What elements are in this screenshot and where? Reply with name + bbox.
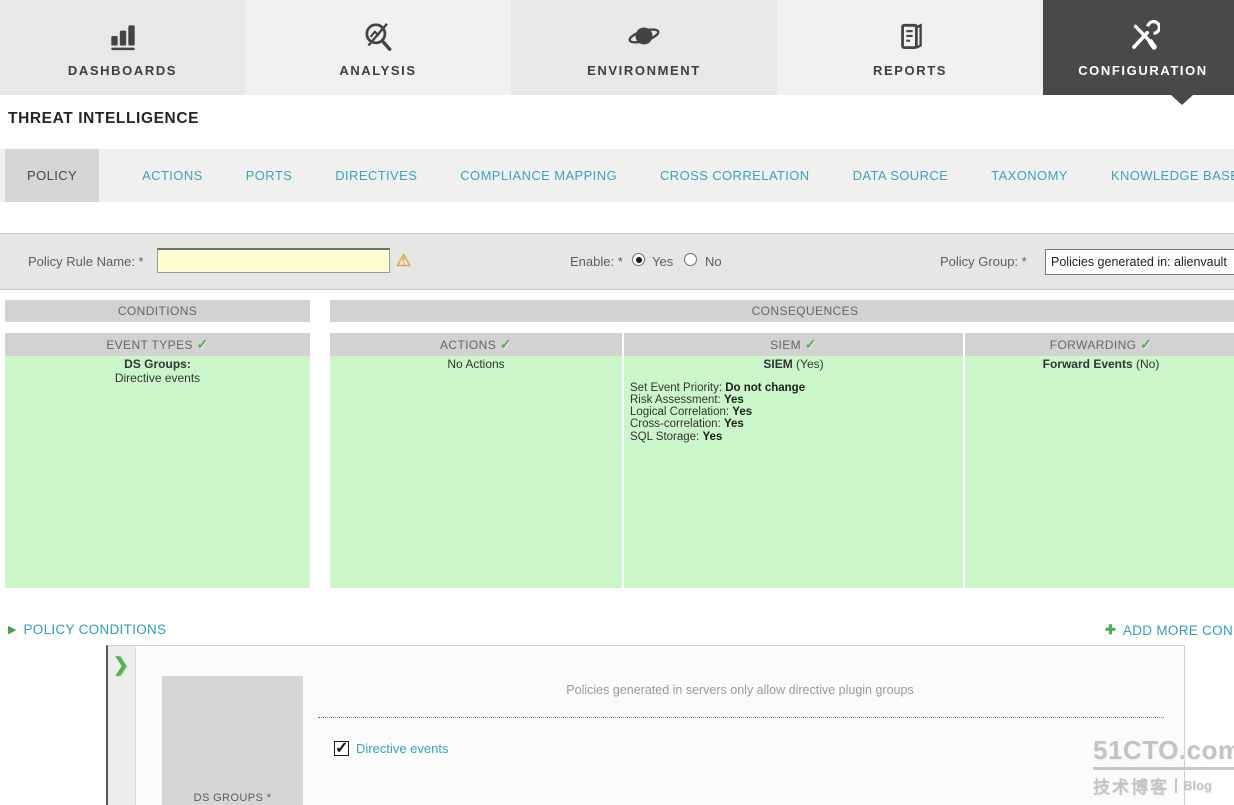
panel-side-strip: ❯ — [108, 646, 136, 805]
tab-directives[interactable]: DIRECTIVES — [335, 168, 418, 183]
enable-yes-label: Yes — [652, 254, 674, 269]
tab-knowledge-base[interactable]: KNOWLEDGE BASE — [1110, 168, 1234, 183]
siem-panel: SIEM (Yes) Set Event Priority: Do not ch… — [624, 356, 963, 588]
siem-header: SIEM ✓ — [624, 333, 963, 356]
enable-yes-radio[interactable] — [632, 253, 645, 266]
tab-cross-correlation[interactable]: CROSS CORRELATION — [660, 168, 810, 183]
nav-label: CONFIGURATION — [1078, 62, 1208, 78]
tab-policy[interactable]: POLICY — [5, 149, 100, 202]
nav-label: ANALYSIS — [339, 62, 417, 78]
chevron-right-icon[interactable]: ❯ — [113, 655, 129, 676]
check-icon: ✓ — [804, 336, 817, 352]
nav-analysis[interactable]: ANALYSIS — [245, 0, 511, 95]
nav-reports[interactable]: REPORTS — [777, 0, 1043, 95]
directive-events-label[interactable]: Directive events — [356, 741, 449, 756]
tab-compliance-mapping[interactable]: COMPLIANCE MAPPING — [460, 168, 617, 183]
policy-group-select[interactable]: Policies generated in: alienvault — [1045, 249, 1234, 275]
watermark: 51CTO.com 技术博客 Blog — [1093, 735, 1234, 798]
dotted-divider — [318, 717, 1164, 718]
forwarding-header: FORWARDING ✓ — [965, 333, 1234, 356]
nav-label: ENVIRONMENT — [587, 62, 701, 78]
forwarding-headline-state: (No) — [1132, 357, 1160, 371]
actions-content: No Actions — [447, 357, 505, 371]
main-nav: DASHBOARDS ANALYSIS ENVIRONMENT — [0, 0, 1234, 95]
add-more-label: ADD MORE CONDITIONS — [1122, 622, 1234, 638]
watermark-tagline: 技术博客 — [1093, 778, 1169, 797]
policy-group-label: Policy Group: * — [940, 254, 1027, 269]
policy-conditions-title: POLICY CONDITIONS — [23, 622, 167, 637]
policy-form-bar: Policy Rule Name: * ⚠ Enable: * Yes No P… — [0, 233, 1234, 290]
panel-message: Policies generated in servers only allow… — [566, 683, 914, 697]
event-types-panel: DS Groups: Directive events — [5, 356, 310, 588]
magnifier-chart-icon — [365, 22, 392, 51]
ds-groups-box-label: DS GROUPS * — [193, 792, 272, 804]
directive-events-row: ✓ Directive events — [334, 740, 449, 757]
forwarding-headline: Forward Events — [1042, 357, 1133, 371]
checkmark-icon: ✓ — [335, 740, 349, 757]
siem-setting-row: Set Event Priority: Do not change — [630, 381, 806, 394]
siem-headline-state: (Yes) — [792, 357, 824, 371]
siem-headline: SIEM — [763, 357, 793, 371]
tab-actions[interactable]: ACTIONS — [142, 168, 203, 183]
forwarding-panel: Forward Events (No) — [965, 356, 1234, 588]
section-tabbar: POLICY ACTIONS PORTS DIRECTIVES COMPLIAN… — [0, 149, 1234, 202]
plus-icon: ✚ — [1105, 622, 1116, 637]
nav-dashboards[interactable]: DASHBOARDS — [0, 0, 245, 95]
watermark-blog: Blog — [1175, 778, 1212, 793]
watermark-site: 51CTO.com — [1093, 735, 1234, 770]
warning-icon: ⚠ — [396, 251, 412, 270]
check-icon: ✓ — [499, 336, 512, 352]
page-title: THREAT INTELLIGENCE — [8, 110, 200, 127]
tools-icon — [1132, 19, 1160, 50]
siem-setting-row: Cross-correlation: Yes — [630, 418, 744, 431]
ds-groups-box[interactable]: DS GROUPS * — [162, 676, 303, 805]
report-document-icon — [901, 22, 922, 49]
consequences-header: CONSEQUENCES — [330, 300, 1234, 322]
event-types-header: EVENT TYPES ✓ — [5, 333, 310, 356]
expand-arrow-icon: ▶ — [8, 624, 17, 636]
policy-rule-name-label: Policy Rule Name: * — [28, 254, 144, 269]
tab-ports[interactable]: PORTS — [245, 168, 293, 183]
nav-environment[interactable]: ENVIRONMENT — [511, 0, 777, 95]
policy-conditions-row: ▶ POLICY CONDITIONS ✚ ADD MORE CONDITION… — [0, 622, 1234, 642]
siem-setting-row: Logical Correlation: Yes — [630, 406, 753, 419]
ds-groups-label: DS Groups: — [124, 357, 191, 371]
policy-rule-name-input[interactable] — [157, 248, 390, 273]
tab-taxonomy[interactable]: TAXONOMY — [991, 168, 1068, 183]
nav-label: DASHBOARDS — [67, 62, 178, 78]
siem-setting-row: Risk Assessment: Yes — [630, 393, 744, 406]
conditions-detail-panel: ❯ DS GROUPS * Policies generated in serv… — [106, 645, 1185, 805]
enable-no-label: No — [705, 254, 722, 269]
enable-no-radio[interactable] — [684, 253, 697, 266]
policy-conditions-toggle[interactable]: ▶ POLICY CONDITIONS — [8, 622, 166, 637]
planet-icon — [628, 26, 660, 44]
actions-panel: No Actions — [330, 356, 622, 588]
actions-header: ACTIONS ✓ — [330, 333, 622, 356]
add-more-conditions-button[interactable]: ✚ ADD MORE CONDITIONS — [1105, 622, 1234, 638]
siem-settings-list: Set Event Priority: Do not change Risk A… — [624, 372, 963, 443]
directive-events-checkbox[interactable]: ✓ — [334, 740, 349, 757]
nav-label: REPORTS — [872, 62, 948, 78]
enable-label: Enable: * — [570, 254, 623, 269]
tab-data-source[interactable]: DATA SOURCE — [852, 168, 949, 183]
check-icon: ✓ — [1140, 336, 1153, 352]
ds-groups-value: Directive events — [114, 370, 201, 385]
conditions-header: CONDITIONS — [5, 300, 310, 322]
siem-setting-row: SQL Storage: Yes — [630, 430, 723, 443]
nav-configuration[interactable]: CONFIGURATION — [1043, 0, 1234, 95]
active-nav-pointer — [1171, 95, 1193, 105]
check-icon: ✓ — [196, 336, 209, 352]
bar-chart-icon — [110, 24, 135, 50]
